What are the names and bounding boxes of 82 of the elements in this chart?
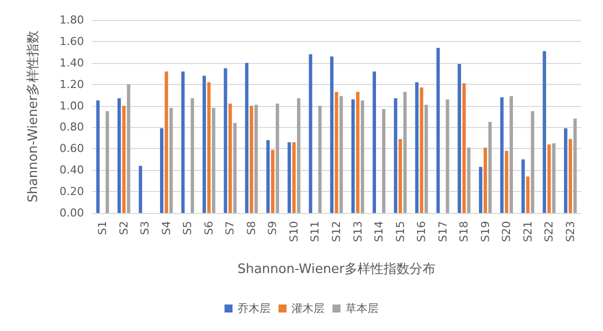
y-tick-label: 0.00 <box>60 206 84 220</box>
y-tick-label: 1.60 <box>60 34 84 48</box>
x-tick-label: S10 <box>287 221 300 242</box>
x-tick-label: S20 <box>500 221 514 242</box>
bar <box>297 98 300 213</box>
bar <box>356 92 360 213</box>
bar <box>254 104 258 213</box>
x-tick-label: S11 <box>308 221 322 242</box>
bar <box>292 142 296 213</box>
y-tick-label: 0.40 <box>60 164 84 177</box>
y-tick-label: 1.40 <box>60 56 84 70</box>
x-tick-label: S14 <box>372 221 386 242</box>
bar <box>547 144 551 213</box>
bar <box>288 142 291 213</box>
y-tick-label: 1.80 <box>60 14 84 26</box>
y-tick-label: 0.80 <box>60 120 84 134</box>
bar <box>510 96 513 213</box>
bar <box>276 104 280 213</box>
x-tick-label: S1 <box>96 221 110 235</box>
y-axis-title: Shannon-Wiener多样性指数 <box>26 30 41 203</box>
bar <box>436 48 440 213</box>
bar <box>394 98 398 213</box>
bar <box>458 64 462 213</box>
x-tick-label: S3 <box>138 221 152 235</box>
bar <box>478 166 482 213</box>
bar <box>500 97 504 213</box>
x-tick-label: S2 <box>117 221 130 235</box>
bar <box>202 76 206 213</box>
bar <box>164 71 168 213</box>
bar <box>382 108 386 213</box>
bar <box>330 56 334 213</box>
bar <box>398 139 402 213</box>
x-tick-label: S22 <box>542 221 556 242</box>
legend-label: 乔木层 <box>238 302 270 315</box>
y-tick-label: 1.20 <box>60 78 84 91</box>
x-tick-label: S4 <box>160 221 173 235</box>
bar <box>169 108 173 213</box>
x-tick-label: S8 <box>244 221 258 235</box>
x-tick-label: S18 <box>458 221 471 242</box>
y-tick-label: 0.20 <box>60 185 84 198</box>
bar <box>340 96 343 213</box>
x-tick-label: S16 <box>415 221 428 242</box>
bar <box>484 148 488 213</box>
x-tick-label: S7 <box>224 221 237 235</box>
legend-label: 灌木层 <box>292 302 324 315</box>
bar <box>415 82 419 213</box>
x-tick-label: S13 <box>351 221 364 242</box>
bar <box>122 106 126 213</box>
y-tick-label: 0.60 <box>60 142 84 156</box>
x-tick-label: S21 <box>521 221 534 242</box>
bar <box>424 104 428 213</box>
bar <box>552 143 556 213</box>
x-tick-label: S19 <box>478 221 492 242</box>
bar <box>190 98 194 213</box>
bar <box>245 62 248 213</box>
bar <box>542 51 546 213</box>
x-tick-label: S5 <box>181 221 194 235</box>
x-tick-label: S6 <box>202 221 216 235</box>
x-tick-label: S9 <box>266 221 280 235</box>
bar <box>160 128 164 213</box>
y-tick-label: 1.00 <box>60 99 84 112</box>
legend-label: 草本层 <box>346 302 378 315</box>
bar <box>526 176 530 213</box>
bar <box>521 159 525 213</box>
x-tick-label: S15 <box>394 221 407 242</box>
x-tick-label: S17 <box>436 221 450 242</box>
bar <box>271 150 274 213</box>
bar <box>504 150 508 213</box>
bar <box>118 98 121 213</box>
bar <box>564 128 568 213</box>
bar <box>467 148 470 213</box>
bar <box>568 139 572 213</box>
x-axis-title: Shannon-Wiener多样性指数分布 <box>237 262 436 277</box>
bar <box>573 118 577 213</box>
bar <box>126 84 130 213</box>
bar <box>228 104 232 213</box>
x-tick-label: S12 <box>330 221 343 242</box>
bar <box>212 108 216 213</box>
bar <box>372 71 376 213</box>
bar <box>106 111 110 213</box>
x-tick-label: S23 <box>564 221 577 242</box>
bar <box>233 122 237 213</box>
